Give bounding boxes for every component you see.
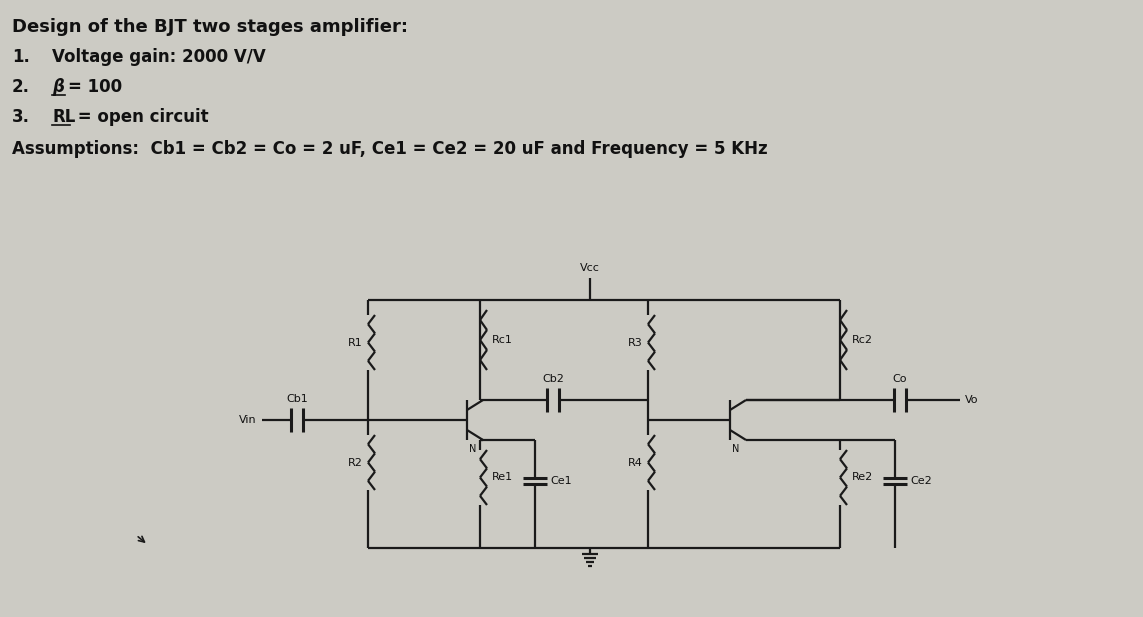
Text: R1: R1 <box>349 337 363 347</box>
Text: = 100: = 100 <box>67 78 122 96</box>
Text: β: β <box>51 78 64 96</box>
Text: Rc1: Rc1 <box>491 335 513 345</box>
Text: Ce1: Ce1 <box>550 476 572 486</box>
Text: Re1: Re1 <box>491 473 513 482</box>
Text: Rc2: Rc2 <box>852 335 873 345</box>
Text: Re2: Re2 <box>852 473 873 482</box>
Text: N: N <box>469 444 477 454</box>
Text: Vo: Vo <box>965 395 978 405</box>
Text: = open circuit: = open circuit <box>72 108 209 126</box>
Text: Design of the BJT two stages amplifier:: Design of the BJT two stages amplifier: <box>11 18 408 36</box>
Text: Co: Co <box>893 374 908 384</box>
Text: Vcc: Vcc <box>580 263 600 273</box>
Text: Cb1: Cb1 <box>286 394 307 404</box>
Text: R2: R2 <box>349 457 363 468</box>
Text: Vin: Vin <box>239 415 257 425</box>
Text: RL: RL <box>51 108 75 126</box>
Text: R4: R4 <box>629 457 644 468</box>
Text: Ce2: Ce2 <box>910 476 932 486</box>
Text: 3.: 3. <box>11 108 30 126</box>
Text: 2.: 2. <box>11 78 30 96</box>
Text: 1.: 1. <box>11 48 30 66</box>
Text: N: N <box>732 444 740 454</box>
Text: Cb2: Cb2 <box>542 374 563 384</box>
Text: Assumptions:  Cb1 = Cb2 = Co = 2 uF, Ce1 = Ce2 = 20 uF and Frequency = 5 KHz: Assumptions: Cb1 = Cb2 = Co = 2 uF, Ce1 … <box>11 140 768 158</box>
Text: R3: R3 <box>629 337 644 347</box>
Text: Voltage gain: 2000 V/V: Voltage gain: 2000 V/V <box>51 48 266 66</box>
